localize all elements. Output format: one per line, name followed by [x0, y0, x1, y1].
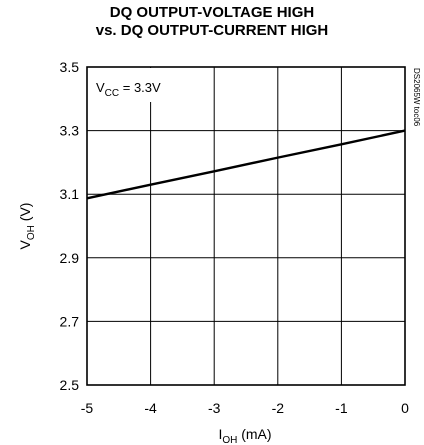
x-tick-label: -4 [144, 400, 157, 416]
series-group [86, 129, 406, 200]
y-tick-label: 2.9 [60, 250, 80, 266]
annotation-background [88, 68, 170, 102]
plot-frame [86, 66, 406, 386]
chart-title-line-1: DQ OUTPUT-VOLTAGE HIGH [109, 4, 315, 21]
y-tick-label: 3.1 [60, 186, 80, 202]
grid-lines [87, 67, 405, 385]
x-tick-label: -2 [272, 400, 285, 416]
chart-title-line-2: vs. DQ OUTPUT-CURRENT HIGH [95, 22, 329, 39]
x-tick-label: -5 [81, 400, 94, 416]
x-tick-label: -1 [335, 400, 348, 416]
y-tick-label: 3.3 [60, 123, 80, 139]
vcc-annotation: VCC = 3.3V [96, 80, 161, 99]
y-axis-label: VOH (V) [17, 203, 37, 250]
document-code: DS2065W toc06 [412, 68, 421, 127]
y-tick-label: 2.7 [60, 313, 80, 329]
x-tick-label: -3 [208, 400, 221, 416]
y-tick-label: 2.5 [60, 377, 80, 393]
y-tick-labels: 2.5 2.7 2.9 3.1 3.3 3.5 [60, 59, 80, 393]
y-tick-label: 3.5 [60, 59, 80, 75]
x-axis-label: IOH (mA) [218, 426, 271, 445]
x-tick-labels: -5 -4 -3 -2 -1 0 [81, 400, 409, 416]
x-tick-label: 0 [401, 400, 409, 416]
series-line [86, 129, 406, 200]
